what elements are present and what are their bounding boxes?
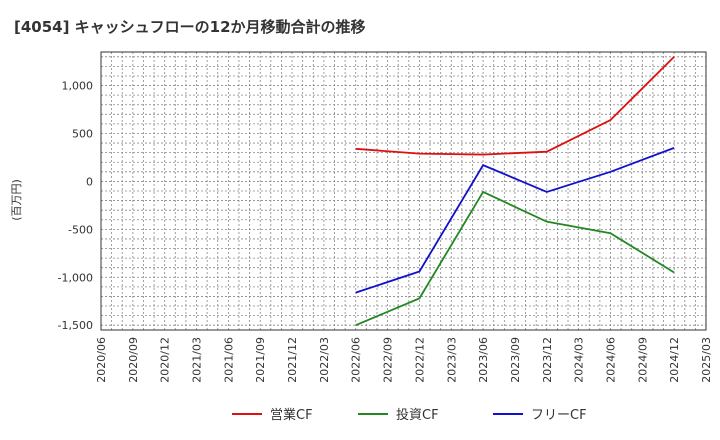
x-tick-label: 2020/06: [95, 337, 108, 383]
x-tick-label: 2023/12: [541, 337, 554, 383]
y-axis-label: (百万円): [10, 179, 23, 221]
x-tick-label: 2024/06: [604, 337, 617, 383]
x-tick-label: 2021/03: [191, 337, 204, 383]
x-tick-label: 2024/03: [573, 337, 586, 383]
x-tick-label: 2021/12: [286, 337, 299, 383]
x-tick-label: 2023/09: [509, 337, 522, 383]
y-tick-label: 500: [72, 127, 93, 140]
y-tick-labels: 1,000 500 0 -500 -1,000 -1,500: [58, 80, 93, 333]
x-tick-label: 2020/09: [127, 337, 140, 383]
legend-label: 投資CF: [396, 407, 439, 423]
legend-label: フリーCF: [531, 408, 587, 423]
x-tick-label: 2023/03: [445, 337, 458, 383]
legend: 営業CF 投資CF フリーCF: [232, 407, 587, 423]
x-tick-label: 2022/12: [413, 337, 426, 383]
series-line-フリーCF: [355, 147, 675, 294]
series-line-営業CF: [355, 56, 675, 156]
x-tick-label: 2024/09: [636, 337, 649, 383]
series-line-投資CF: [355, 190, 675, 327]
y-tick-label: 1,000: [62, 80, 94, 93]
x-tick-label: 2021/06: [222, 337, 235, 383]
grid: [101, 52, 706, 330]
legend-label: 営業CF: [270, 407, 313, 423]
series-lines: [355, 56, 675, 327]
x-tick-label: 2021/09: [254, 337, 267, 383]
plot-frame: [100, 51, 707, 331]
y-tick-label: -1,000: [58, 271, 93, 284]
x-tick-label: 2022/09: [382, 337, 395, 383]
x-tick-label: 2025/03: [700, 337, 713, 383]
y-tick-label: -1,500: [58, 319, 93, 332]
y-tick-label: -500: [68, 223, 93, 236]
chart-title: [4054] キャッシュフローの12か月移動合計の推移: [14, 18, 366, 36]
x-tick-label: 2022/03: [318, 337, 331, 383]
x-tick-label: 2024/12: [668, 337, 681, 383]
x-tick-label: 2022/06: [350, 337, 363, 383]
y-tick-label: 0: [86, 175, 93, 188]
x-tick-labels: 2020/06 2020/09 2020/12 2021/03 2021/06 2021/…: [95, 337, 713, 383]
x-tick-label: 2023/06: [477, 337, 490, 383]
x-tick-label: 2020/12: [159, 337, 172, 383]
